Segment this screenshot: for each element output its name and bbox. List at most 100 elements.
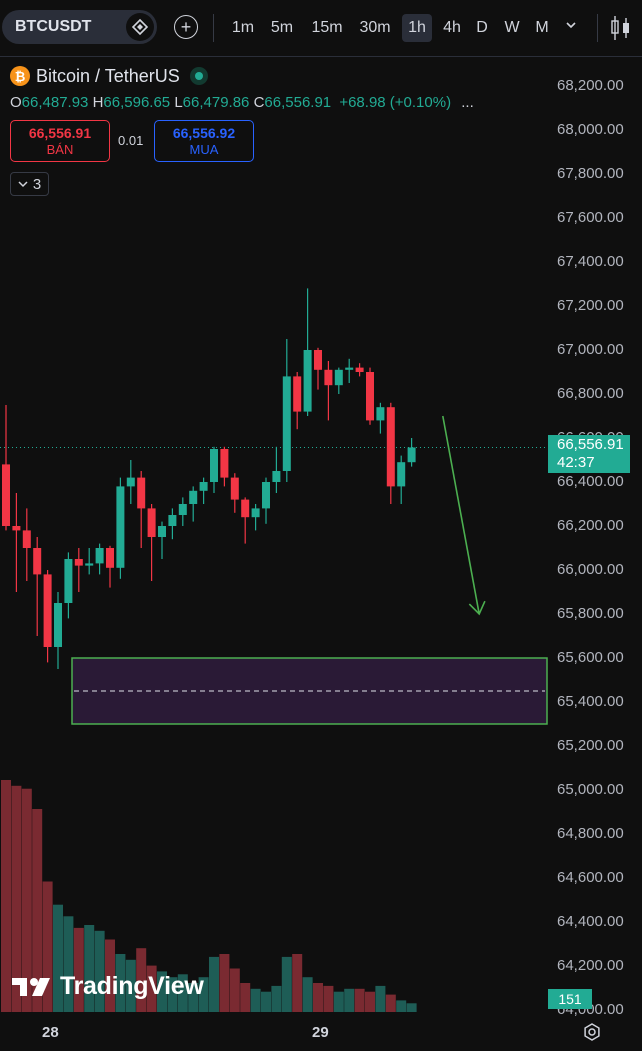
candle-body — [366, 372, 374, 421]
candle-body — [210, 449, 218, 482]
candle-body — [334, 369, 343, 386]
candle-body — [272, 471, 281, 482]
candle-body — [168, 515, 177, 526]
market-open-icon — [189, 67, 208, 85]
tf-week[interactable]: W — [504, 19, 520, 36]
volume-bar — [73, 927, 84, 1012]
projection-arrow-line — [442, 415, 480, 615]
volume-bar — [229, 968, 240, 1012]
current-price-tag: 66,556.91 42:37 — [548, 435, 630, 473]
candle-body — [199, 482, 208, 491]
volume-bar — [42, 881, 53, 1012]
chevron-down-icon — [18, 181, 28, 188]
candle-body — [22, 530, 31, 548]
tf-month[interactable]: M — [535, 19, 549, 36]
candle-body — [386, 407, 395, 487]
low-value: 66,479.86 — [182, 94, 250, 111]
toolbar: BTCUSDT + 1m 5m 15m 30m 1h 4h D W M — [0, 0, 642, 57]
price-tick-label: 67,200.00 — [557, 297, 624, 314]
close-value: 66,556.91 — [264, 94, 332, 111]
candle-body — [33, 548, 42, 575]
volume-bar — [323, 985, 334, 1012]
candle-body — [85, 563, 94, 566]
volume-bar — [157, 971, 167, 1012]
price-tick-label: 65,600.00 — [557, 649, 624, 666]
volume-bar — [209, 956, 219, 1012]
price-tick-label: 65,800.00 — [557, 605, 624, 622]
tf-day[interactable]: D — [476, 19, 488, 36]
candle-body — [106, 548, 114, 568]
volume-bar — [271, 985, 282, 1012]
candle-body — [230, 477, 239, 500]
candle-body — [158, 526, 166, 537]
legend-header: ₿ Bitcoin / TetherUS — [10, 66, 208, 86]
more-icon[interactable]: ... — [461, 94, 474, 111]
volume-bar — [292, 954, 303, 1012]
volume-bar — [94, 930, 105, 1012]
candle-body — [220, 449, 229, 478]
volume-bar — [219, 954, 230, 1012]
compare-add-icon[interactable]: + — [174, 15, 198, 39]
candles-chart-type-icon[interactable] — [610, 14, 632, 47]
candle-body — [74, 559, 83, 566]
sell-label: BÁN — [46, 142, 74, 157]
candle-body — [12, 526, 21, 531]
sell-button[interactable]: 66,556.91 BÁN — [10, 120, 110, 162]
tf-1h[interactable]: 1h — [402, 14, 432, 42]
candle-body — [116, 486, 125, 568]
price-tick-label: 67,600.00 — [557, 209, 624, 226]
volume-tag: 151 — [548, 989, 592, 1009]
tf-15m[interactable]: 15m — [311, 19, 343, 36]
buy-label: MUA — [189, 142, 219, 157]
volume-bar — [365, 991, 375, 1012]
volume-bar — [105, 939, 115, 1012]
diamond-icon[interactable] — [126, 13, 154, 41]
volume-bar — [1, 780, 11, 1012]
chevron-down-icon[interactable] — [565, 18, 577, 34]
open-key: O — [10, 94, 22, 111]
price-tick-label: 68,000.00 — [557, 121, 624, 138]
tradingview-watermark[interactable]: TradingView — [12, 972, 204, 1001]
volume-bar — [21, 788, 32, 1012]
volume-bar — [32, 809, 43, 1012]
candle-body — [397, 462, 406, 487]
volume-bar — [406, 1003, 417, 1012]
volume-bar — [167, 977, 178, 1012]
projection-arrow-head — [468, 600, 486, 616]
buy-button[interactable]: 66,556.92 MUA — [154, 120, 254, 162]
tf-1m[interactable]: 1m — [231, 19, 255, 36]
tf-4h[interactable]: 4h — [443, 19, 461, 36]
bar-countdown: 42:37 — [557, 454, 595, 471]
price-tick-label: 65,400.00 — [557, 693, 624, 710]
price-tick-label: 66,000.00 — [557, 561, 624, 578]
price-tick-label: 65,000.00 — [557, 781, 624, 798]
volume-bar — [333, 991, 344, 1012]
volume-bar — [53, 904, 63, 1012]
candle-body — [64, 559, 73, 603]
volume-bar — [313, 983, 323, 1012]
price-tick-label: 64,400.00 — [557, 913, 624, 930]
tf-30m[interactable]: 30m — [359, 19, 391, 36]
ohlc-values: O66,487.93 H66,596.65 L66,479.86 C66,556… — [10, 94, 474, 111]
low-key: L — [174, 94, 183, 111]
indicators-toggle[interactable]: 3 — [10, 172, 49, 196]
tf-5m[interactable]: 5m — [270, 19, 294, 36]
volume-bar — [385, 994, 396, 1012]
candle-body — [189, 490, 198, 504]
symbol-search[interactable]: BTCUSDT — [2, 10, 157, 44]
candle-body — [376, 407, 385, 421]
volume-bar — [250, 988, 261, 1012]
settings-gear-icon[interactable] — [582, 1022, 602, 1047]
candle-body — [324, 369, 333, 386]
candle-body — [355, 367, 364, 372]
candle-body — [54, 603, 62, 647]
open-value: 66,487.93 — [21, 94, 89, 111]
candle-body — [43, 574, 52, 647]
candle-body — [126, 477, 135, 487]
time-label-28: 28 — [42, 1024, 59, 1041]
price-tick-label: 66,200.00 — [557, 517, 624, 534]
high-key: H — [92, 94, 104, 111]
volume-bar — [198, 977, 209, 1012]
volume-bar — [11, 785, 22, 1012]
